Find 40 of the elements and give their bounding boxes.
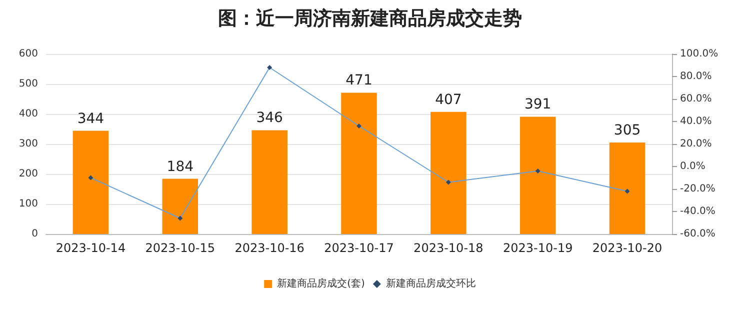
bar: [520, 116, 556, 234]
y2-tick-label: 40.0%: [680, 116, 712, 127]
bar: [162, 178, 198, 234]
y2-tick-label: -20.0%: [680, 184, 716, 194]
bar: [72, 130, 109, 234]
y-tick-label: 100: [18, 198, 38, 210]
y2-tick-label: 20.0%: [680, 138, 712, 150]
bar: [609, 142, 646, 234]
data-label: 471: [346, 72, 372, 89]
x-tick-label: 2023-10-17: [324, 241, 394, 255]
y-tick-label: 500: [18, 78, 38, 90]
y2-tick-label: 100.0%: [680, 48, 718, 60]
data-label: 391: [524, 96, 552, 113]
y-tick-label: 300: [18, 138, 38, 150]
bar: [341, 92, 377, 234]
y2-tick-label: 60.0%: [680, 94, 712, 104]
chart-title: 图：近一周济南新建商品房成交走势: [218, 8, 522, 30]
y-tick-label: 400: [18, 108, 38, 120]
y2-tick-label: 80.0%: [680, 71, 712, 82]
y2-tick-label: 0.0%: [680, 161, 706, 172]
data-label: 344: [77, 110, 104, 127]
data-label: 305: [614, 122, 641, 138]
y2-tick-label: -40.0%: [680, 206, 716, 217]
x-tick-label: 2023-10-20: [592, 241, 662, 255]
y2-tick-label: -60.0%: [680, 228, 716, 240]
x-tick-label: 2023-10-18: [414, 241, 484, 255]
bar: [430, 112, 466, 234]
x-tick-label: 2023-10-15: [145, 241, 216, 255]
data-label: 184: [166, 158, 194, 175]
y-tick-label: 0: [32, 228, 38, 240]
y-tick-label: 200: [18, 168, 38, 180]
data-label: 407: [435, 92, 462, 108]
data-label: 346: [256, 110, 284, 126]
y-tick-label: 600: [18, 48, 38, 60]
x-tick-label: 2023-10-19: [502, 241, 573, 255]
x-tick-label: 2023-10-14: [56, 241, 126, 255]
legend-label: 新建商品房成交环比: [386, 278, 476, 290]
bar: [252, 130, 288, 234]
legend-label: 新建商品房成交(套): [277, 278, 365, 290]
x-tick-label: 2023-10-16: [234, 241, 304, 255]
